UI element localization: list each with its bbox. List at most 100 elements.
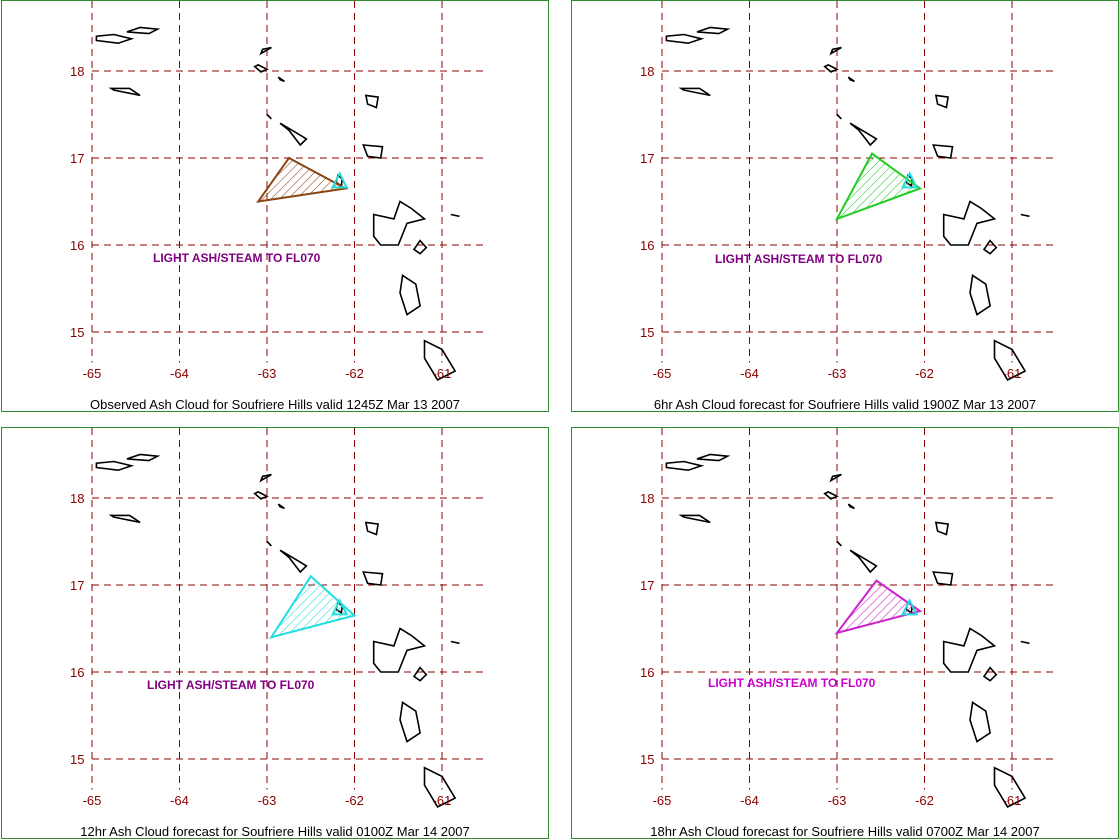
lat-tick-label: 18 bbox=[70, 491, 84, 506]
lon-tick-label: -61 bbox=[433, 366, 452, 381]
lon-tick-label: -63 bbox=[828, 366, 847, 381]
map-layer: 18 17 16 15 -65 -64 -63 -62 -61 bbox=[70, 428, 486, 808]
lat-tick-label: 16 bbox=[640, 665, 654, 680]
lon-tick-label: -62 bbox=[915, 793, 934, 808]
map-12hr: 18 17 16 15 -65 -64 -63 -62 -61 bbox=[70, 428, 486, 808]
panel-caption: 12hr Ash Cloud forecast for Soufriere Hi… bbox=[80, 824, 470, 839]
island-coastline bbox=[412, 666, 428, 682]
lon-tick-label: -61 bbox=[433, 793, 452, 808]
lat-tick-label: 15 bbox=[640, 325, 654, 340]
island-coastline bbox=[934, 94, 950, 109]
island-coastline bbox=[362, 144, 384, 159]
island-coastline bbox=[942, 200, 997, 246]
lon-tick-label: -65 bbox=[83, 793, 102, 808]
island-coastline bbox=[279, 122, 308, 147]
island-coastline bbox=[849, 122, 878, 147]
lon-tick-label: -61 bbox=[1003, 793, 1022, 808]
island-coastline bbox=[423, 766, 457, 808]
lat-tick-label: 16 bbox=[640, 238, 654, 253]
ash-annotation: LIGHT ASH/STEAM TO FL070 bbox=[147, 678, 315, 692]
island-coastline bbox=[266, 540, 272, 547]
island-coastline bbox=[95, 460, 135, 472]
island-coastline bbox=[259, 46, 272, 56]
island-coastline bbox=[450, 640, 460, 645]
lat-tick-label: 15 bbox=[70, 325, 84, 340]
island-coastline bbox=[253, 491, 269, 500]
island-coastline bbox=[364, 521, 380, 536]
ash-cloud-polygon bbox=[269, 574, 357, 639]
panel-caption: 6hr Ash Cloud forecast for Soufriere Hil… bbox=[653, 397, 1037, 412]
lon-tick-label: -61 bbox=[1003, 366, 1022, 381]
island-coastline bbox=[823, 491, 839, 500]
panel-6hr: 18 17 16 15 -65 -64 -63 -62 -61 LIGHT ASH/STEAM … bbox=[571, 0, 1119, 412]
ash-annotation: LIGHT ASH/STEAM TO FL070 bbox=[153, 251, 321, 265]
island-coastline bbox=[847, 76, 855, 83]
lon-tick-label: -65 bbox=[653, 366, 672, 381]
map-layer: 18 17 16 15 -65 -64 -63 -62 -61 bbox=[640, 428, 1056, 808]
island-coastline bbox=[932, 571, 954, 586]
ash-cloud-polygon bbox=[256, 156, 349, 203]
island-coastline bbox=[836, 113, 842, 120]
lon-tick-label: -63 bbox=[258, 793, 277, 808]
lat-tick-label: 16 bbox=[70, 665, 84, 680]
lat-tick-label: 16 bbox=[70, 238, 84, 253]
volcano-marker bbox=[331, 598, 349, 616]
island-coastline bbox=[849, 549, 878, 574]
lon-tick-label: -62 bbox=[915, 366, 934, 381]
lat-tick-label: 18 bbox=[70, 64, 84, 79]
lon-tick-label: -64 bbox=[740, 366, 759, 381]
lat-tick-label: 15 bbox=[70, 752, 84, 767]
volcano-marker bbox=[331, 171, 349, 189]
lon-tick-label: -64 bbox=[170, 366, 189, 381]
island-coastline bbox=[266, 113, 272, 120]
island-coastline bbox=[362, 571, 384, 586]
panel-caption: Observed Ash Cloud for Soufriere Hills v… bbox=[90, 397, 460, 412]
island-coastline bbox=[934, 521, 950, 536]
island-coastline bbox=[253, 64, 269, 73]
island-coastline bbox=[823, 64, 839, 73]
island-coastline bbox=[399, 274, 421, 316]
island-coastline bbox=[932, 144, 954, 159]
lon-tick-label: -63 bbox=[828, 793, 847, 808]
island-coastline bbox=[108, 514, 141, 524]
island-coastline bbox=[829, 46, 842, 56]
panel-12hr: 18 17 16 15 -65 -64 -63 -62 -61 LIGHT ASH/STEAM … bbox=[1, 427, 549, 839]
lon-tick-label: -64 bbox=[170, 793, 189, 808]
ash-annotation: LIGHT ASH/STEAM TO FL070 bbox=[715, 252, 883, 266]
lon-tick-label: -65 bbox=[653, 793, 672, 808]
lon-tick-label: -65 bbox=[83, 366, 102, 381]
volcano-marker bbox=[901, 598, 919, 616]
ash-cloud-polygon bbox=[834, 152, 923, 221]
map-observed: 18 17 16 15 -65 -64 -63 -62 -61 bbox=[70, 1, 486, 381]
lon-tick-label: -62 bbox=[345, 366, 364, 381]
island-coastline bbox=[665, 460, 705, 472]
island-coastline bbox=[277, 76, 285, 83]
map-6hr: 18 17 16 15 -65 -64 -63 -62 -61 bbox=[640, 1, 1056, 381]
island-coastline bbox=[108, 87, 141, 97]
island-coastline bbox=[678, 87, 711, 97]
island-coastline bbox=[450, 213, 460, 218]
island-coastline bbox=[412, 239, 428, 255]
island-coastline bbox=[126, 453, 161, 462]
island-coastline bbox=[372, 627, 427, 673]
island-coastline bbox=[95, 33, 135, 45]
lat-tick-label: 17 bbox=[640, 151, 654, 166]
island-coastline bbox=[982, 666, 998, 682]
island-coastline bbox=[364, 94, 380, 109]
lat-tick-label: 17 bbox=[70, 151, 84, 166]
island-coastline bbox=[969, 274, 991, 316]
island-coastline bbox=[678, 514, 711, 524]
island-coastline bbox=[942, 627, 997, 673]
panel-18hr: 18 17 16 15 -65 -64 -63 -62 -61 LIGHT ASH/STEAM … bbox=[571, 427, 1119, 839]
island-coastline bbox=[982, 239, 998, 255]
lon-tick-label: -63 bbox=[258, 366, 277, 381]
island-coastline bbox=[126, 26, 161, 35]
island-coastline bbox=[696, 26, 731, 35]
island-coastline bbox=[399, 701, 421, 743]
island-coastline bbox=[1020, 640, 1030, 645]
island-coastline bbox=[279, 549, 308, 574]
map-18hr: 18 17 16 15 -65 -64 -63 -62 -61 bbox=[640, 428, 1056, 808]
island-coastline bbox=[847, 503, 855, 510]
island-coastline bbox=[969, 701, 991, 743]
island-coastline bbox=[277, 503, 285, 510]
